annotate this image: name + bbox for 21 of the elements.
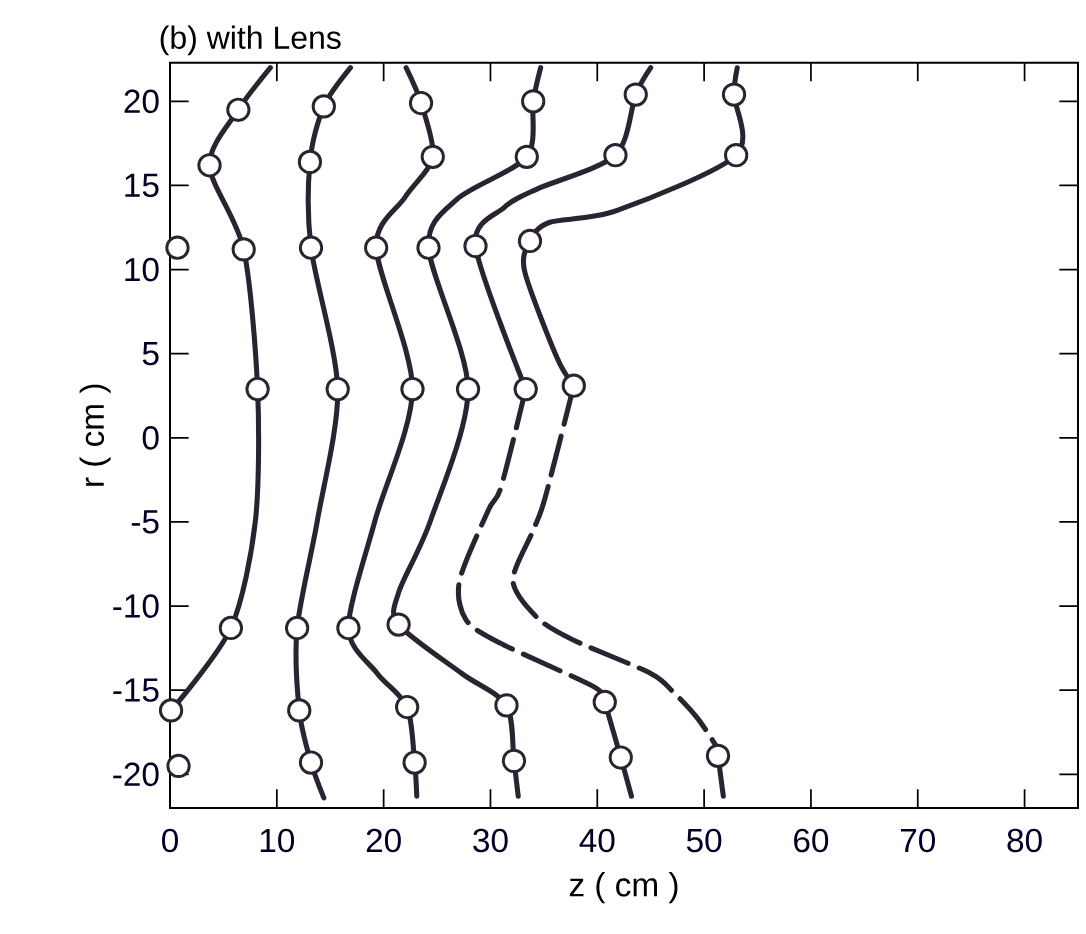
y-tick-label: 10 xyxy=(125,257,159,282)
x-tick-label: 70 xyxy=(900,828,935,853)
x-tick-label: 10 xyxy=(260,828,295,853)
y-tick-label: -20 xyxy=(113,762,159,787)
x-tick-label: 30 xyxy=(473,828,508,853)
y-tick-label: 5 xyxy=(142,342,159,366)
y-tick-label: -15 xyxy=(113,678,159,702)
y-axis-title: r ( cm ) xyxy=(79,384,111,486)
y-tick-label: 20 xyxy=(124,89,159,114)
y-tick-label: 0 xyxy=(142,426,159,450)
x-tick-label: 20 xyxy=(366,828,401,853)
chart-title: (b) with Lens xyxy=(160,25,341,56)
x-tick-label: 60 xyxy=(794,828,829,853)
y-tick-label: -5 xyxy=(131,510,159,534)
x-tick-label: 50 xyxy=(686,828,722,853)
x-axis-title: z ( cm ) xyxy=(569,872,678,904)
x-tick-label: 0 xyxy=(162,828,178,853)
x-tick-label: 40 xyxy=(579,828,615,853)
y-tick-label: -10 xyxy=(113,594,159,618)
x-tick-label: 80 xyxy=(1007,828,1042,853)
y-tick-label: 15 xyxy=(125,173,159,198)
